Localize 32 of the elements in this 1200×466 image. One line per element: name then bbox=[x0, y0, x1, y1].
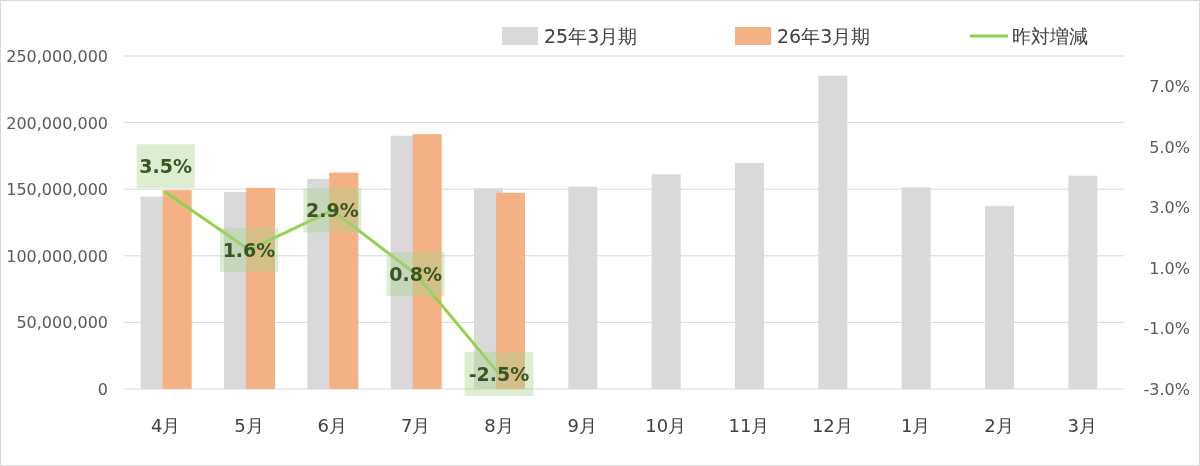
x-tick-label: 8月 bbox=[484, 415, 514, 436]
x-tick-label: 5月 bbox=[234, 415, 264, 436]
y2-tick-label: -3.0% bbox=[1143, 380, 1190, 399]
x-tick-label: 3月 bbox=[1067, 415, 1098, 436]
data-label: 1.6% bbox=[222, 238, 276, 261]
y-tick-label: 0 bbox=[97, 380, 108, 399]
x-tick-label: 2月 bbox=[984, 415, 1014, 436]
legend-label: 昨対増減 bbox=[1012, 25, 1088, 47]
y-tick-label: 200,000,000 bbox=[6, 113, 108, 133]
y-tick-label: 50,000,000 bbox=[16, 313, 108, 333]
x-tick-label: 11月 bbox=[728, 415, 770, 436]
legend-label: 25年3月期 bbox=[544, 25, 638, 47]
y2-tick-label: 1.0% bbox=[1149, 258, 1190, 278]
y-tick-label: 250,000,000 bbox=[6, 47, 108, 66]
data-label: 0.8% bbox=[389, 262, 443, 285]
x-tick-label: 4月 bbox=[150, 415, 181, 436]
y2-tick-label: 7.0% bbox=[1149, 77, 1190, 97]
x-tick-label: 12月 bbox=[811, 415, 853, 436]
x-tick-label: 6月 bbox=[317, 415, 348, 436]
x-tick-label: 1月 bbox=[900, 415, 931, 436]
legend-label: 26年3月期 bbox=[777, 25, 871, 47]
data-label: -2.5% bbox=[468, 362, 530, 385]
data-label: 2.9% bbox=[305, 199, 359, 222]
x-tick-label: 9月 bbox=[567, 415, 598, 436]
y2-tick-label: -1.0% bbox=[1143, 319, 1190, 339]
data-label: 3.5% bbox=[139, 155, 193, 178]
y-tick-label: 150,000,000 bbox=[6, 180, 108, 200]
x-tick-label: 10月 bbox=[645, 415, 687, 436]
y2-tick-label: 5.0% bbox=[1149, 137, 1190, 157]
x-tick-label: 7月 bbox=[400, 415, 431, 436]
y-tick-label: 100,000,000 bbox=[6, 246, 108, 266]
y2-tick-label: 3.0% bbox=[1149, 198, 1190, 218]
